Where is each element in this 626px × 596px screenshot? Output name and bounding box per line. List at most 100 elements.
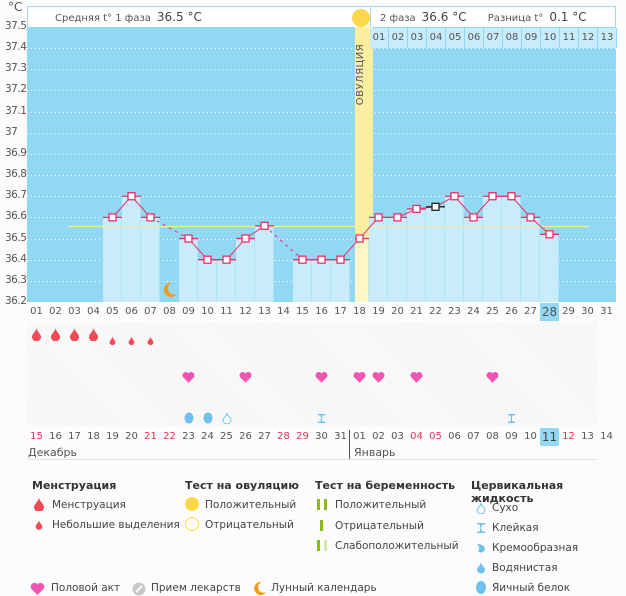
cycle-day-cell[interactable]: 03 bbox=[68, 306, 81, 317]
next-cycle-day-cell[interactable]: 07 bbox=[484, 28, 503, 48]
cycle-day-cell[interactable]: 08 bbox=[163, 306, 176, 317]
calendar-date-cell[interactable]: 31 bbox=[334, 431, 347, 442]
next-cycle-day-cell[interactable]: 12 bbox=[579, 28, 598, 48]
calendar-date-cell[interactable]: 01 bbox=[353, 431, 366, 442]
next-cycle-day-cell[interactable]: 03 bbox=[408, 28, 427, 48]
intercourse-heart-icon[interactable] bbox=[369, 368, 388, 387]
next-cycle-day-cell[interactable]: 01 bbox=[370, 28, 389, 48]
calendar-date-cell[interactable]: 27 bbox=[258, 431, 271, 442]
calendar-date-cell[interactable]: 26 bbox=[239, 431, 252, 442]
calendar-date-cell[interactable]: 16 bbox=[49, 431, 62, 442]
calendar-date-cell[interactable]: 13 bbox=[581, 431, 594, 442]
cycle-day-cell[interactable]: 06 bbox=[125, 306, 138, 317]
temperature-bar bbox=[141, 217, 160, 302]
cycle-day-cell[interactable]: 02 bbox=[49, 306, 62, 317]
calendar-date-cell[interactable]: 04 bbox=[410, 431, 423, 442]
menstruation-drop-icon[interactable] bbox=[84, 326, 103, 345]
next-cycle-day-cell[interactable]: 05 bbox=[446, 28, 465, 48]
cycle-day-cell[interactable]: 21 bbox=[410, 306, 423, 317]
calendar-date-cell[interactable]: 07 bbox=[467, 431, 480, 442]
cycle-day-cell[interactable]: 14 bbox=[277, 306, 290, 317]
next-cycle-day-cell[interactable]: 04 bbox=[427, 28, 446, 48]
y-axis-unit: °C bbox=[8, 0, 23, 14]
calendar-date-cell[interactable]: 18 bbox=[87, 431, 100, 442]
cycle-day-cell[interactable]: 05 bbox=[106, 306, 119, 317]
calendar-date-cell[interactable]: 24 bbox=[201, 431, 214, 442]
cycle-day-cell[interactable]: 25 bbox=[486, 306, 499, 317]
intercourse-heart-icon[interactable] bbox=[236, 368, 255, 387]
cycle-day-cell[interactable]: 01 bbox=[30, 306, 43, 317]
cycle-day-cell[interactable]: 19 bbox=[372, 306, 385, 317]
cycle-day-cell[interactable]: 22 bbox=[429, 306, 442, 317]
next-cycle-day-cell[interactable]: 02 bbox=[389, 28, 408, 48]
next-cycle-day-cell[interactable]: 13 bbox=[598, 28, 617, 48]
spotting-drop-icon[interactable] bbox=[103, 330, 122, 349]
cycle-day-cell[interactable]: 12 bbox=[239, 306, 252, 317]
temperature-line-segment bbox=[264, 225, 303, 261]
cycle-day-cell[interactable]: 15 bbox=[296, 306, 309, 317]
cycle-day-cell[interactable]: 04 bbox=[87, 306, 100, 317]
cycle-day-cell[interactable]: 27 bbox=[524, 306, 537, 317]
intercourse-heart-icon[interactable] bbox=[179, 368, 198, 387]
symbol-grid bbox=[27, 322, 597, 426]
calendar-date-cell[interactable]: 21 bbox=[144, 431, 157, 442]
next-cycle-day-cell[interactable]: 11 bbox=[560, 28, 579, 48]
cycle-day-cell[interactable]: 26 bbox=[505, 306, 518, 317]
menstruation-drop-icon[interactable] bbox=[27, 326, 46, 345]
cycle-day-cell[interactable]: 29 bbox=[562, 306, 575, 317]
calendar-date-cell[interactable]: 25 bbox=[220, 431, 233, 442]
cycle-day-cell[interactable]: 10 bbox=[201, 306, 214, 317]
cervical-egg-white-icon[interactable] bbox=[198, 409, 217, 428]
calendar-date-cell[interactable]: 08 bbox=[486, 431, 499, 442]
intercourse-heart-icon[interactable] bbox=[350, 368, 369, 387]
intercourse-heart-icon[interactable] bbox=[407, 368, 426, 387]
calendar-date-cell[interactable]: 10 bbox=[524, 431, 537, 442]
cervical-sticky-icon[interactable] bbox=[502, 409, 521, 428]
cycle-day-cell[interactable]: 16 bbox=[315, 306, 328, 317]
cycle-day-cell[interactable]: 09 bbox=[182, 306, 195, 317]
calendar-date-cell[interactable]: 11 bbox=[540, 428, 559, 446]
calendar-date-cell[interactable]: 05 bbox=[429, 431, 442, 442]
cycle-day-cell[interactable]: 23 bbox=[448, 306, 461, 317]
calendar-date-cell[interactable]: 12 bbox=[562, 431, 575, 442]
calendar-date-cell[interactable]: 06 bbox=[448, 431, 461, 442]
next-cycle-day-cell[interactable]: 08 bbox=[503, 28, 522, 48]
cervical-egg-white-icon[interactable] bbox=[179, 409, 198, 428]
cycle-day-cell[interactable]: 28 bbox=[540, 303, 559, 321]
menstruation-drop-icon[interactable] bbox=[46, 326, 65, 345]
next-cycle-day-cell[interactable]: 06 bbox=[465, 28, 484, 48]
spotting-drop-icon[interactable] bbox=[141, 330, 160, 349]
moon-calendar-icon bbox=[254, 581, 267, 596]
calendar-date-cell[interactable]: 29 bbox=[296, 431, 309, 442]
cervical-sticky-icon[interactable] bbox=[312, 409, 331, 428]
cycle-day-cell[interactable]: 18 bbox=[353, 306, 366, 317]
intercourse-heart-icon[interactable] bbox=[312, 368, 331, 387]
cycle-day-cell[interactable]: 11 bbox=[220, 306, 233, 317]
cycle-day-cell[interactable]: 31 bbox=[600, 306, 613, 317]
cervical-dry-icon[interactable] bbox=[217, 409, 236, 428]
intercourse-heart-icon[interactable] bbox=[483, 368, 502, 387]
calendar-date-cell[interactable]: 20 bbox=[125, 431, 138, 442]
calendar-date-cell[interactable]: 15 bbox=[30, 431, 43, 442]
calendar-date-cell[interactable]: 03 bbox=[391, 431, 404, 442]
calendar-date-cell[interactable]: 28 bbox=[277, 431, 290, 442]
next-cycle-day-cell[interactable]: 09 bbox=[522, 28, 541, 48]
cycle-day-cell[interactable]: 07 bbox=[144, 306, 157, 317]
cycle-day-cell[interactable]: 17 bbox=[334, 306, 347, 317]
cycle-day-cell[interactable]: 24 bbox=[467, 306, 480, 317]
cycle-day-cell[interactable]: 20 bbox=[391, 306, 404, 317]
calendar-date-cell[interactable]: 14 bbox=[600, 431, 613, 442]
calendar-date-cell[interactable]: 09 bbox=[505, 431, 518, 442]
calendar-date-cell[interactable]: 17 bbox=[68, 431, 81, 442]
calendar-date-cell[interactable]: 30 bbox=[315, 431, 328, 442]
calendar-date-cell[interactable]: 19 bbox=[106, 431, 119, 442]
menstruation-drop-icon[interactable] bbox=[65, 326, 84, 345]
calendar-date-cell[interactable]: 22 bbox=[163, 431, 176, 442]
spotting-drop-icon[interactable] bbox=[122, 330, 141, 349]
legend-ovulation-test-title: Тест на овуляцию bbox=[185, 479, 299, 492]
calendar-date-cell[interactable]: 02 bbox=[372, 431, 385, 442]
cycle-day-cell[interactable]: 30 bbox=[581, 306, 594, 317]
next-cycle-day-cell[interactable]: 10 bbox=[541, 28, 560, 48]
calendar-date-cell[interactable]: 23 bbox=[182, 431, 195, 442]
cycle-day-cell[interactable]: 13 bbox=[258, 306, 271, 317]
